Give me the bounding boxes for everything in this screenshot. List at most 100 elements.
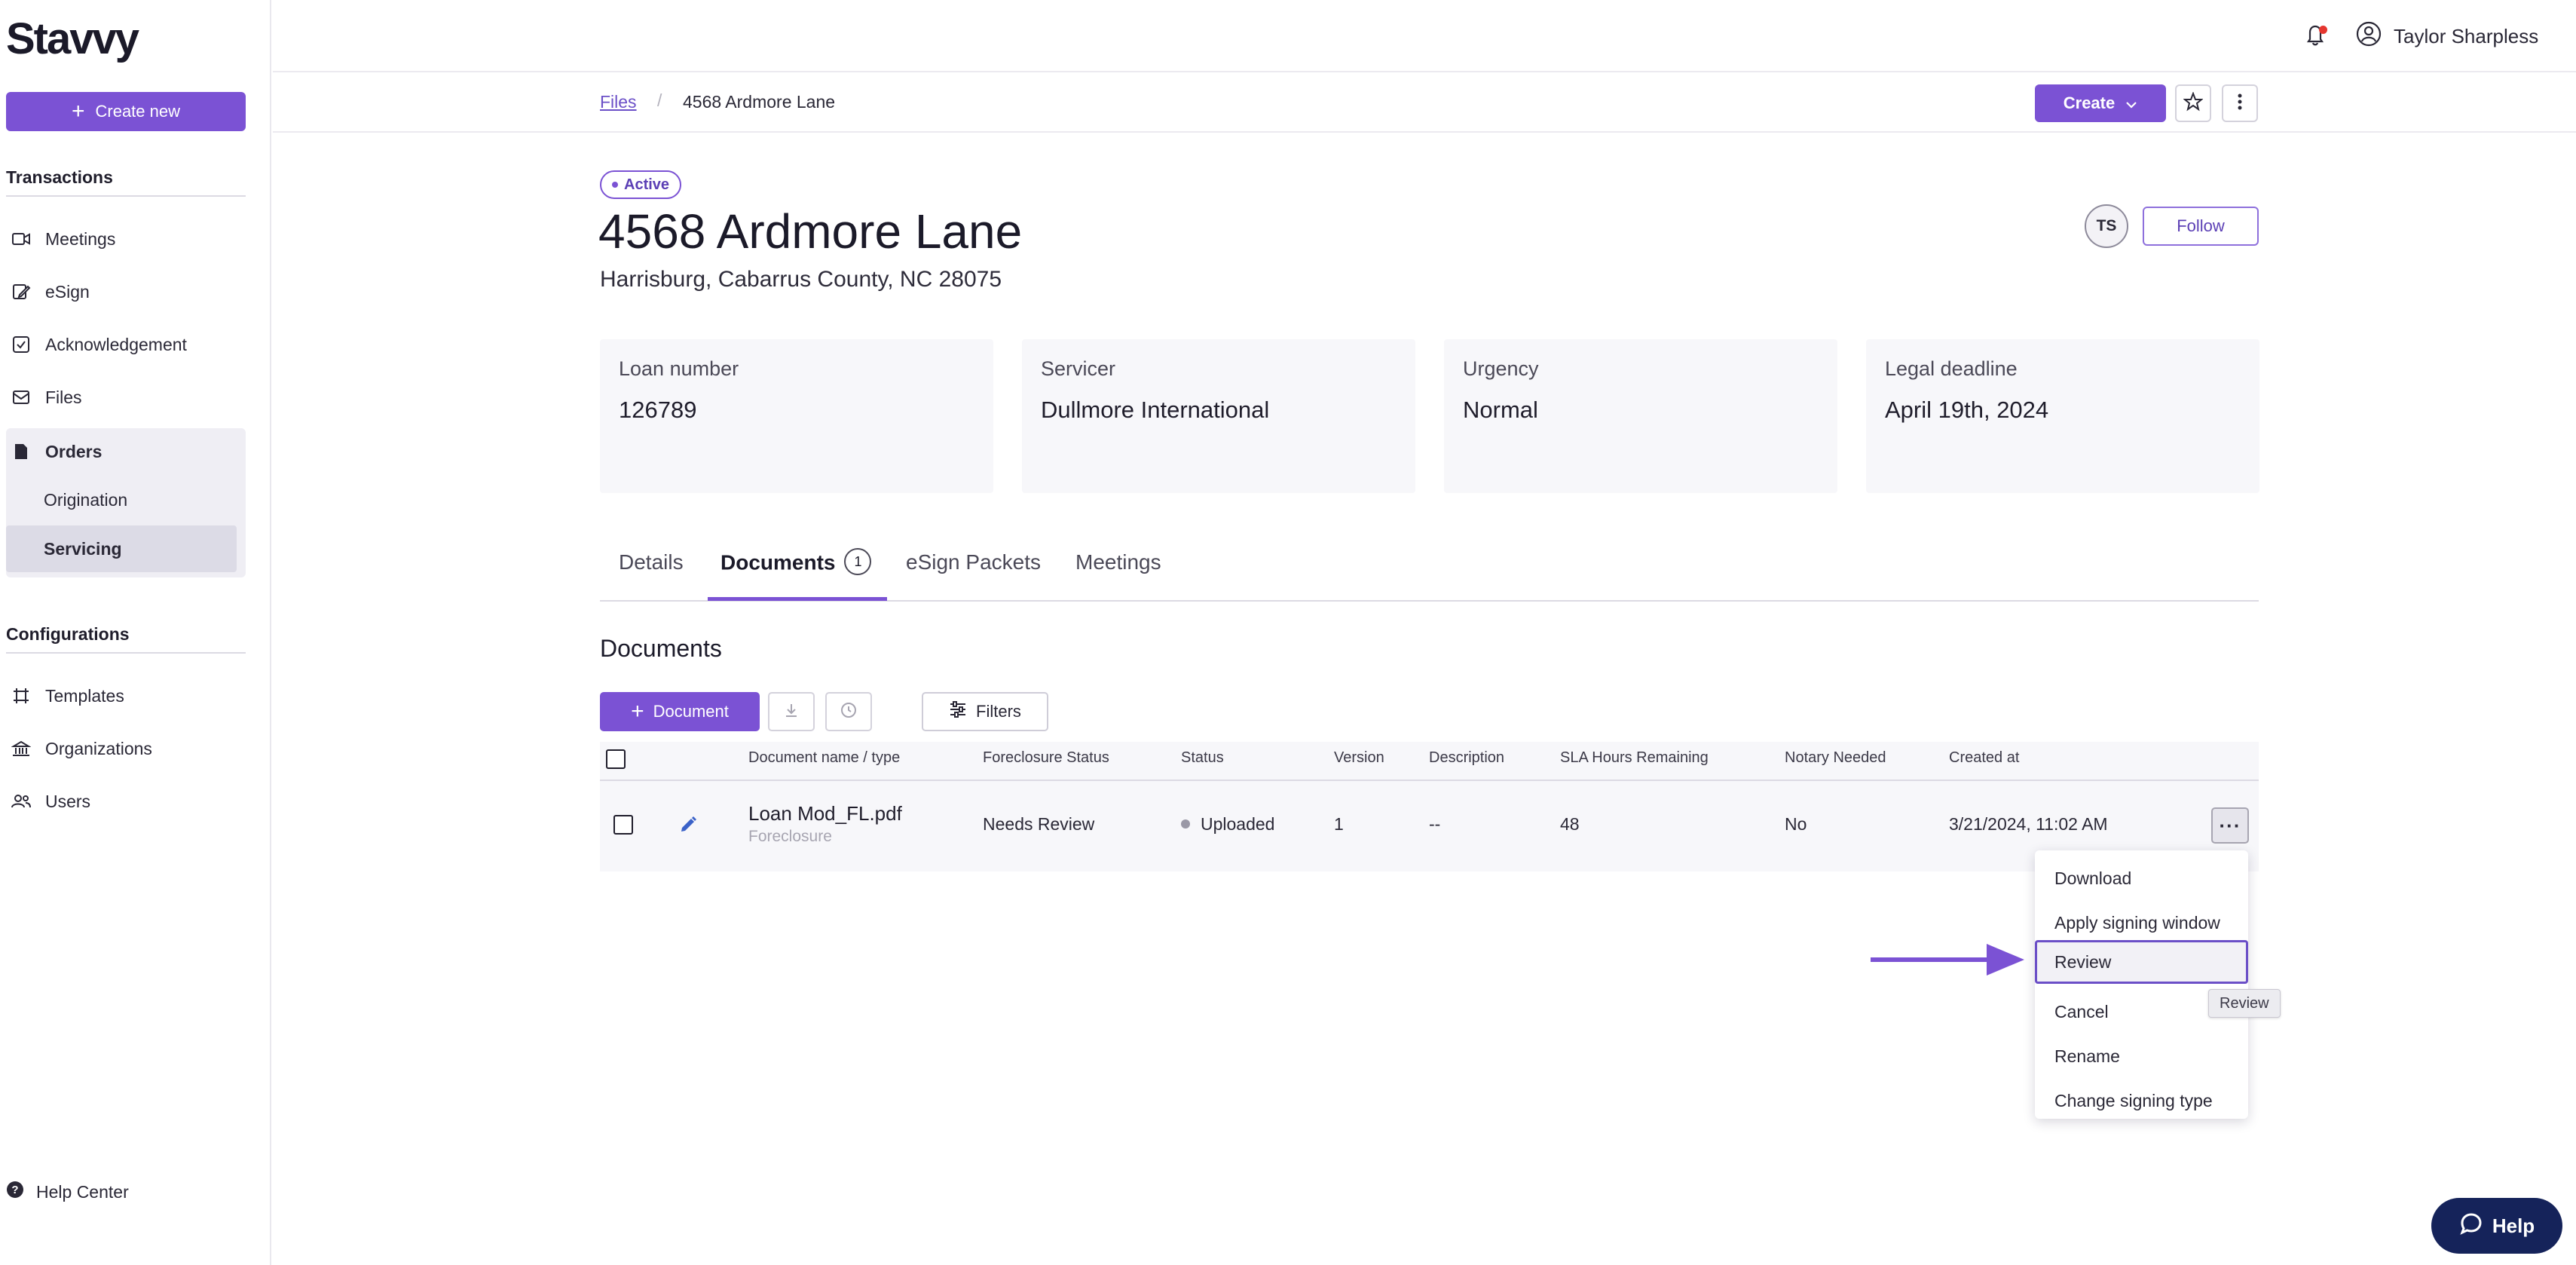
tab-documents[interactable]: Documents 1	[720, 548, 872, 577]
follow-button[interactable]: Follow	[2143, 207, 2259, 246]
legal-deadline-card: Legal deadline April 19th, 2024	[1866, 339, 2259, 493]
description-cell: --	[1429, 814, 1441, 834]
mail-icon	[11, 387, 32, 408]
column-header-notary-needed[interactable]: Notary Needed	[1785, 749, 1886, 766]
menu-item-change-signing-type[interactable]: Change signing type	[2054, 1090, 2213, 1110]
sidebar-item-acknowledgement[interactable]: Acknowledgement	[6, 326, 246, 363]
status-text: Uploaded	[1201, 814, 1275, 834]
documents-section-title: Documents	[600, 635, 722, 662]
tab-documents-label: Documents	[720, 550, 836, 574]
menu-item-cancel[interactable]: Cancel	[2054, 1001, 2109, 1021]
sidebar-item-meetings[interactable]: Meetings	[6, 220, 246, 258]
more-actions-button[interactable]	[2222, 84, 2258, 122]
notary-needed-cell: No	[1785, 814, 1807, 834]
notification-dot	[2319, 26, 2327, 34]
sidebar-item-templates[interactable]: Templates	[6, 677, 246, 715]
column-header-status[interactable]: Status	[1181, 749, 1224, 766]
add-document-label: Document	[653, 702, 729, 721]
sidebar-item-label: Acknowledgement	[45, 334, 187, 354]
servicer-card: Servicer Dullmore International	[1022, 339, 1415, 493]
column-header-name[interactable]: Document name / type	[748, 749, 901, 766]
create-dropdown-button[interactable]: Create	[2035, 84, 2166, 122]
column-header-description[interactable]: Description	[1429, 749, 1505, 766]
card-label: Servicer	[1041, 357, 1116, 380]
status-indicator-dot	[1181, 819, 1190, 829]
tab-meetings[interactable]: Meetings	[1075, 550, 1161, 574]
card-label: Legal deadline	[1885, 357, 2018, 380]
documents-table-header	[600, 742, 2259, 781]
column-header-created-at[interactable]: Created at	[1949, 749, 2020, 766]
sliders-icon	[949, 701, 967, 722]
sidebar-item-label: Templates	[45, 685, 124, 706]
checkbox-icon	[11, 334, 32, 355]
help-widget-button[interactable]: Help	[2431, 1198, 2562, 1254]
menu-item-apply-signing-window[interactable]: Apply signing window	[2054, 912, 2220, 933]
tab-esign-packets[interactable]: eSign Packets	[906, 550, 1041, 574]
configurations-section-title: Configurations	[6, 624, 130, 644]
page-title: 4568 Ardmore Lane	[598, 204, 1023, 259]
help-center-label: Help Center	[36, 1181, 129, 1202]
menu-item-download[interactable]: Download	[2054, 868, 2132, 888]
sidebar-item-label: Meetings	[45, 228, 116, 249]
menu-item-review[interactable]: Review	[2035, 940, 2248, 984]
menu-item-rename[interactable]: Rename	[2054, 1046, 2120, 1066]
document-type: Foreclosure	[748, 828, 832, 845]
stavvy-logo[interactable]: Stavvy	[6, 14, 139, 63]
users-icon	[11, 791, 32, 812]
filters-button[interactable]: Filters	[922, 692, 1048, 731]
add-document-button[interactable]: + Document	[600, 692, 760, 731]
card-value: April 19th, 2024	[1885, 397, 2049, 423]
signature-icon	[11, 281, 32, 302]
avatar[interactable]: TS	[2085, 204, 2128, 248]
card-value: Normal	[1463, 397, 1538, 423]
create-new-button[interactable]: + Create new	[6, 92, 246, 131]
sidebar-item-organizations[interactable]: Organizations	[6, 730, 246, 767]
help-center-link[interactable]: ? Help Center	[6, 1181, 129, 1203]
tabs-divider	[600, 600, 2259, 602]
card-label: Loan number	[619, 357, 739, 380]
sidebar-item-esign[interactable]: eSign	[6, 273, 246, 311]
table-row	[600, 781, 2259, 871]
sidebar-item-label: Users	[45, 791, 91, 811]
created-at-cell: 3/21/2024, 11:02 AM	[1949, 814, 2108, 834]
download-icon	[783, 702, 800, 722]
user-circle-icon	[2356, 21, 2382, 52]
create-new-label: Create new	[95, 102, 181, 121]
user-menu[interactable]: Taylor Sharpless	[2356, 21, 2538, 52]
tab-details[interactable]: Details	[619, 550, 684, 574]
filters-label: Filters	[976, 702, 1021, 721]
top-bar	[273, 0, 2576, 72]
column-header-sla-hours[interactable]: SLA Hours Remaining	[1560, 749, 1709, 766]
column-header-foreclosure-status[interactable]: Foreclosure Status	[983, 749, 1109, 766]
breadcrumb-files-link[interactable]: Files	[600, 92, 637, 112]
edit-pencil-icon[interactable]	[678, 815, 698, 838]
section-divider	[6, 652, 246, 654]
sidebar-item-orders[interactable]: Orders	[6, 433, 246, 470]
row-more-button[interactable]: ···	[2211, 807, 2249, 844]
row-checkbox[interactable]	[613, 815, 633, 835]
document-name[interactable]: Loan Mod_FL.pdf	[748, 802, 902, 825]
favorite-button[interactable]	[2175, 84, 2211, 122]
sidebar-item-label: Orders	[45, 441, 102, 461]
sidebar-subitem-origination[interactable]: Origination	[44, 489, 128, 510]
status-dot	[612, 182, 618, 188]
document-icon	[11, 441, 32, 462]
status-badge: Active	[600, 170, 682, 199]
card-label: Urgency	[1463, 357, 1539, 380]
video-icon	[11, 228, 32, 250]
history-button[interactable]	[825, 692, 872, 731]
card-value: 126789	[619, 397, 697, 423]
sidebar-item-users[interactable]: Users	[6, 783, 246, 820]
select-all-checkbox[interactable]	[606, 749, 626, 769]
plus-icon: +	[71, 99, 85, 124]
sidebar-item-files[interactable]: Files	[6, 378, 246, 416]
svg-text:?: ?	[11, 1184, 18, 1196]
sidebar-subitem-servicing[interactable]: Servicing	[6, 525, 237, 572]
status-cell: Uploaded	[1181, 814, 1274, 835]
download-all-button[interactable]	[768, 692, 815, 731]
breadcrumb-current: 4568 Ardmore Lane	[683, 92, 836, 112]
column-header-version[interactable]: Version	[1334, 749, 1384, 766]
breadcrumb-bar	[273, 72, 2576, 133]
sidebar-item-label: eSign	[45, 281, 90, 302]
sidebar: Stavvy + Create new Transactions Meeting…	[0, 0, 271, 1265]
